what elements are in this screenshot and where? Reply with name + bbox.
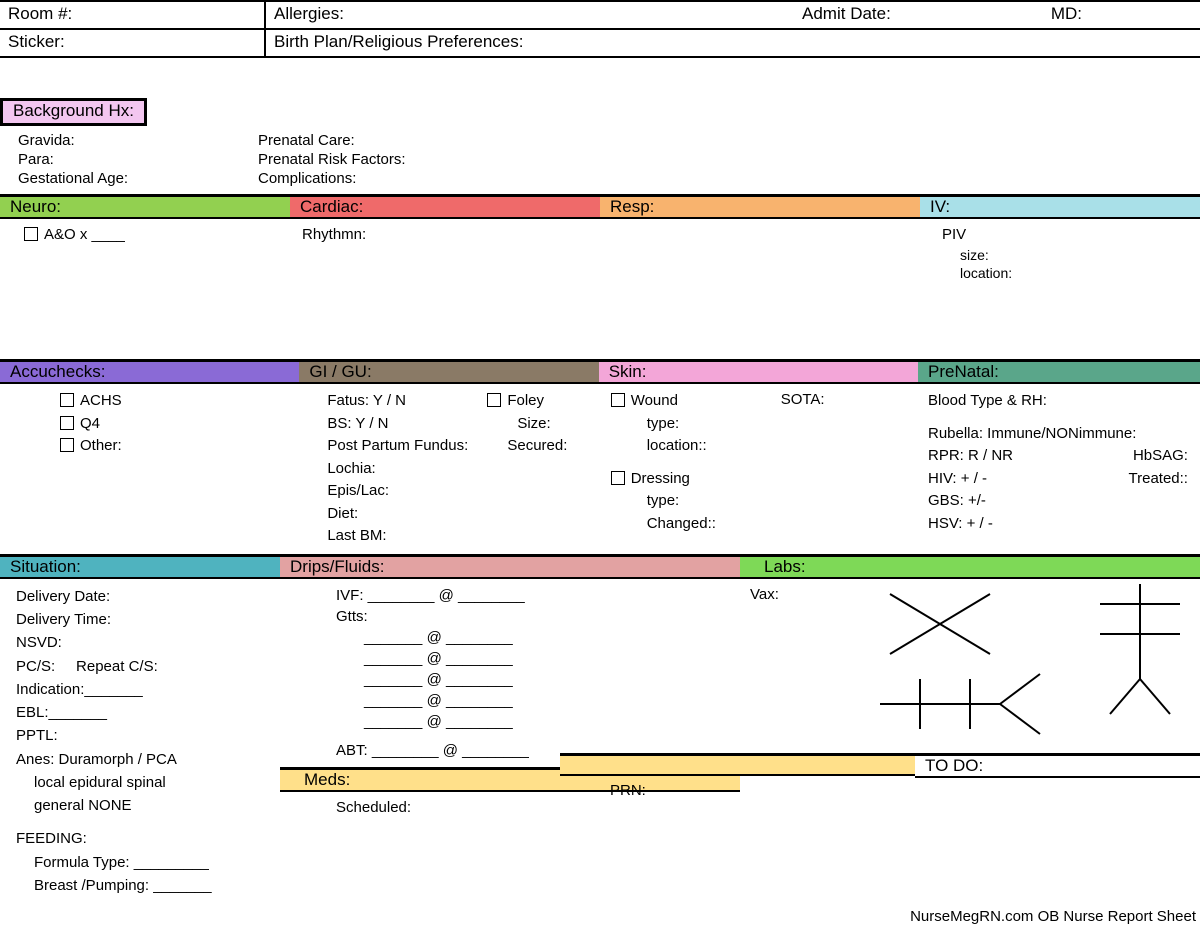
assessment-row-3: Situation: Delivery Date: Delivery Time:… (0, 554, 1200, 903)
ivf-label: IVF: ________ @ ________ (336, 585, 728, 606)
delivery-date-label: Delivery Date: (16, 585, 268, 608)
foley-label: Foley (507, 392, 544, 409)
repeat-cs-label: Repeat C/S: (76, 658, 158, 675)
footer-credit: NurseMegRN.com OB Nurse Report Sheet (910, 908, 1196, 925)
background-hx-header: Background Hx: (0, 98, 147, 126)
other-label: Other: (80, 437, 122, 454)
gigu-header: GI / GU: (299, 359, 598, 384)
lab-skeleton-icon (870, 584, 1190, 754)
wound-loc-label: location:: (611, 435, 781, 458)
ppf-label: Post Partum Fundus: (327, 435, 487, 458)
cardiac-header: Cardiac: (290, 194, 600, 219)
rhythm-label: Rhythmn: (302, 226, 366, 243)
breast-label: Breast /Pumping: _______ (16, 874, 268, 897)
dressing-changed-label: Changed:: (611, 513, 781, 536)
admit-label: Admit Date: (802, 4, 891, 24)
sota-label: SOTA: (781, 390, 825, 410)
prenatal-care-label: Prenatal Care: (258, 132, 1190, 151)
room-label: Room #: (8, 4, 72, 23)
epis-label: Epis/Lac: (327, 480, 487, 503)
foley-size-label: Size: (487, 413, 567, 436)
diet-label: Diet: (327, 503, 487, 526)
wound-checkbox[interactable] (611, 393, 625, 407)
neuro-header: Neuro: (0, 194, 290, 219)
dressing-type-label: type: (611, 490, 781, 513)
dressing-checkbox[interactable] (611, 471, 625, 485)
para-label: Para: (18, 151, 258, 170)
piv-label: PIV (942, 225, 1188, 245)
other-checkbox[interactable] (60, 438, 74, 452)
aox-checkbox[interactable] (24, 227, 38, 241)
gtts-line-5: _______ @ ________ (336, 711, 728, 732)
drips-header: Drips/Fluids: (280, 554, 740, 579)
iv-header: IV: (920, 194, 1200, 219)
gbs-label: GBS: +/- (928, 490, 1188, 513)
aox-label: A&O x ____ (44, 226, 125, 243)
wound-type-label: type: (611, 413, 781, 436)
formula-label: Formula Type: _________ (16, 851, 268, 874)
pptl-label: PPTL: (16, 724, 268, 747)
vax-label: Vax: (750, 586, 779, 603)
achs-checkbox[interactable] (60, 393, 74, 407)
complications-label: Complications: (258, 170, 1190, 189)
accuchecks-header: Accuchecks: (0, 359, 299, 384)
labs-header: Labs: (740, 554, 1200, 579)
rpr-label: RPR: R / NR (928, 445, 1013, 468)
background-hx-section: Background Hx: Gravida: Para: Gestationa… (0, 98, 1200, 194)
pcs-label: PC/S: (16, 658, 55, 675)
gest-age-label: Gestational Age: (18, 170, 258, 189)
fatus-label: Fatus: Y / N (327, 390, 487, 413)
q4-checkbox[interactable] (60, 416, 74, 430)
achs-label: ACHS (80, 392, 122, 409)
bs-label: BS: Y / N (327, 413, 487, 436)
anes-label: Anes: Duramorph / PCA (16, 748, 268, 771)
todo-header: TO DO: (915, 753, 1200, 778)
dressing-label: Dressing (631, 470, 690, 487)
sticker-label: Sticker: (8, 32, 65, 51)
skin-header: Skin: (599, 359, 918, 384)
anes3-label: general NONE (16, 794, 268, 817)
gtts-line-4: _______ @ ________ (336, 690, 728, 711)
foley-secured-label: Secured: (487, 435, 567, 458)
q4-label: Q4 (80, 415, 100, 432)
anes2-label: local epidural spinal (16, 771, 268, 794)
feeding-label: FEEDING: (16, 827, 268, 850)
bloodtype-label: Blood Type & RH: (928, 390, 1188, 413)
lastbm-label: Last BM: (327, 525, 487, 548)
md-label: MD: (1051, 4, 1082, 24)
gtts-line-3: _______ @ ________ (336, 669, 728, 690)
gravida-label: Gravida: (18, 132, 258, 151)
resp-header: Resp: (600, 194, 920, 219)
nsvd-label: NSVD: (16, 631, 268, 654)
risk-factors-label: Prenatal Risk Factors: (258, 151, 1190, 170)
prenatal-header: PreNatal: (918, 359, 1200, 384)
iv-size-label: size: (942, 246, 1188, 265)
hbsag-label: HbSAG: (1133, 445, 1188, 468)
assessment-row-2: Accuchecks: ACHS Q4 Other: GI / GU: Fatu… (0, 359, 1200, 554)
prn-label: PRN: (610, 782, 646, 799)
gtts-line-2: _______ @ ________ (336, 648, 728, 669)
rubella-label: Rubella: Immune/NONimmune: (928, 423, 1188, 446)
assessment-row-1: Neuro: A&O x ____ Cardiac: Rhythmn: Resp… (0, 194, 1200, 289)
ebl-label: EBL:_______ (16, 701, 268, 724)
foley-checkbox[interactable] (487, 393, 501, 407)
gtts-label: Gtts: (336, 606, 728, 627)
indication-label: Indication:_______ (16, 678, 268, 701)
patient-header: Room #: Allergies: Admit Date: MD: Stick… (0, 0, 1200, 58)
treated-label: Treated:: (1129, 468, 1188, 491)
iv-loc-label: location: (942, 264, 1188, 283)
hiv-label: HIV: + / - (928, 468, 987, 491)
hsv-label: HSV: + / - (928, 513, 1188, 536)
delivery-time-label: Delivery Time: (16, 608, 268, 631)
situation-header: Situation: (0, 554, 280, 579)
lochia-label: Lochia: (327, 458, 487, 481)
wound-label: Wound (631, 392, 678, 409)
allergies-label: Allergies: (274, 4, 344, 24)
birthplan-label: Birth Plan/Religious Preferences: (274, 32, 523, 51)
gtts-line-1: _______ @ ________ (336, 627, 728, 648)
scheduled-label: Scheduled: (336, 798, 411, 818)
